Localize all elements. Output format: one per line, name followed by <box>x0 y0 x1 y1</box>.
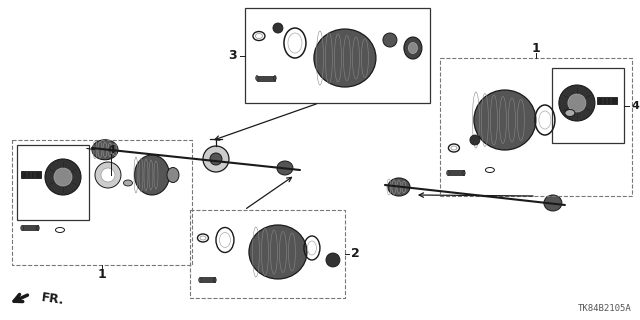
Circle shape <box>101 168 115 182</box>
Ellipse shape <box>198 277 201 283</box>
Circle shape <box>470 135 480 145</box>
Ellipse shape <box>565 109 575 116</box>
Circle shape <box>568 94 586 112</box>
Circle shape <box>559 85 595 121</box>
Bar <box>440 58 632 196</box>
Ellipse shape <box>474 90 536 150</box>
Bar <box>22 226 38 230</box>
Ellipse shape <box>134 155 170 195</box>
Text: 4: 4 <box>632 100 640 110</box>
Bar <box>190 210 345 298</box>
Ellipse shape <box>314 29 376 87</box>
Ellipse shape <box>451 146 457 150</box>
Text: 1: 1 <box>98 268 106 282</box>
Text: 1: 1 <box>532 42 540 54</box>
Ellipse shape <box>249 225 307 279</box>
Text: 2: 2 <box>351 247 360 260</box>
Text: TK84B2105A: TK84B2105A <box>578 304 632 313</box>
Ellipse shape <box>36 226 39 230</box>
Ellipse shape <box>288 33 302 53</box>
Text: 4: 4 <box>107 145 115 155</box>
Bar <box>21 172 41 179</box>
Ellipse shape <box>92 140 118 160</box>
Circle shape <box>54 168 72 186</box>
Ellipse shape <box>277 161 293 175</box>
Ellipse shape <box>255 34 262 38</box>
Ellipse shape <box>214 277 216 283</box>
Ellipse shape <box>200 236 206 240</box>
Ellipse shape <box>124 180 132 186</box>
Bar <box>17 145 89 220</box>
Bar <box>200 277 215 283</box>
Bar <box>597 97 617 103</box>
Ellipse shape <box>307 241 316 255</box>
Circle shape <box>203 146 229 172</box>
Ellipse shape <box>274 76 276 81</box>
Circle shape <box>326 253 340 267</box>
Ellipse shape <box>167 167 179 182</box>
Ellipse shape <box>408 43 417 53</box>
Ellipse shape <box>404 37 422 59</box>
Ellipse shape <box>447 171 449 175</box>
Bar <box>12 140 192 265</box>
Bar <box>257 76 275 81</box>
Bar <box>552 68 624 143</box>
Bar <box>245 8 430 103</box>
Text: FR.: FR. <box>40 291 65 307</box>
Circle shape <box>273 23 283 33</box>
Ellipse shape <box>20 226 23 230</box>
Circle shape <box>95 162 121 188</box>
Circle shape <box>210 153 222 165</box>
Ellipse shape <box>388 178 410 196</box>
Ellipse shape <box>539 111 551 129</box>
Circle shape <box>383 33 397 47</box>
Ellipse shape <box>220 233 230 247</box>
Bar <box>448 171 464 175</box>
Text: 3: 3 <box>228 49 237 62</box>
Circle shape <box>45 159 81 195</box>
Ellipse shape <box>256 76 258 81</box>
Ellipse shape <box>544 195 562 211</box>
Ellipse shape <box>463 171 465 175</box>
